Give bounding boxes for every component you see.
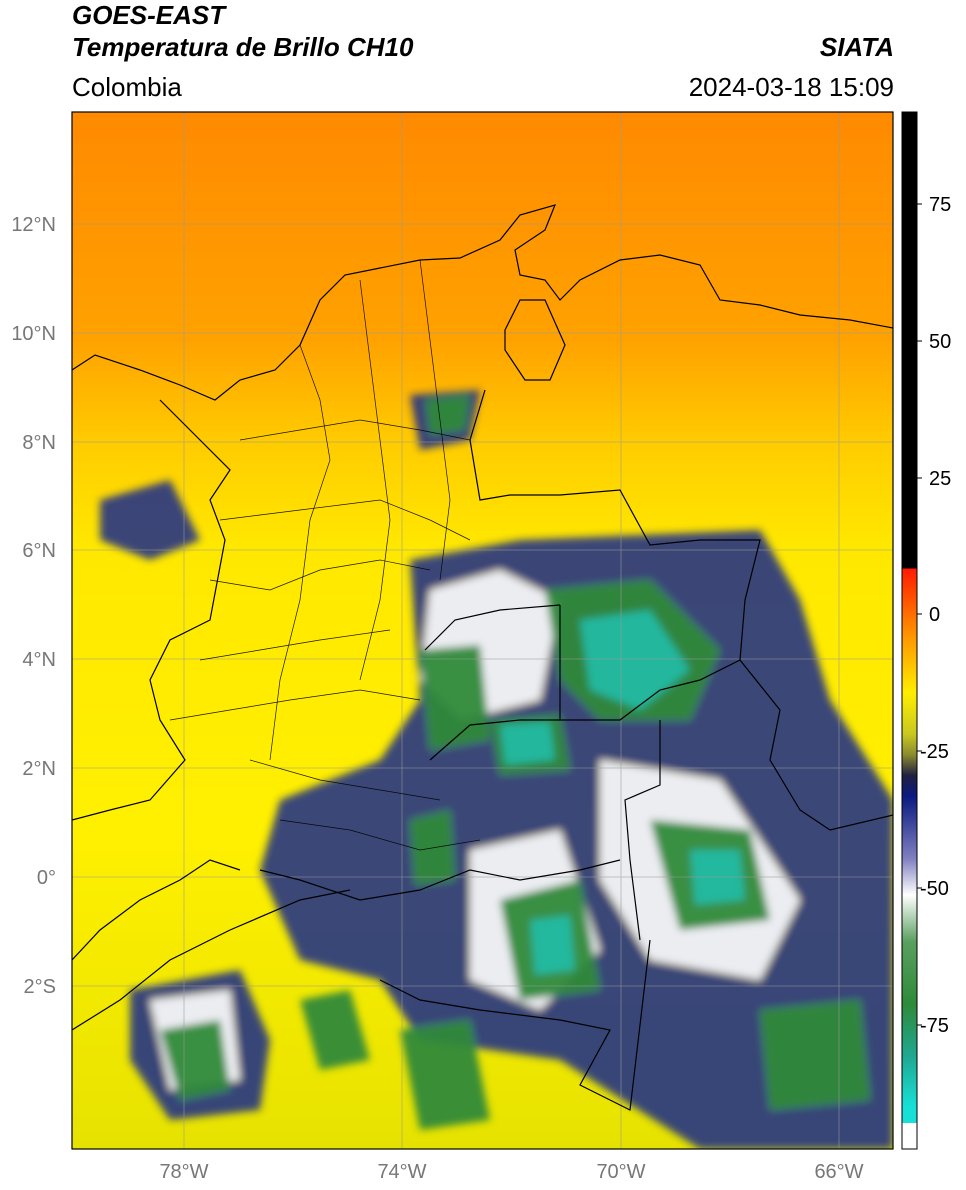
country-borders (72, 204, 893, 1111)
lon-tick: 66°W (814, 1161, 863, 1183)
lat-tick: 12°N (11, 214, 56, 236)
colorbar-tick-label: 75 (929, 194, 951, 216)
colorbar-tick-label: -25 (920, 741, 949, 763)
map-frame (71, 111, 894, 1150)
department-borders (169, 259, 481, 851)
lat-tick: 6°N (22, 540, 56, 562)
lat-tick: 4°N (22, 649, 56, 671)
lat-tick: 0° (37, 867, 56, 889)
lat-axis: 12°N 10°N 8°N 6°N 4°N 2°N 0° 2°S (11, 214, 56, 998)
lon-tick: 78°W (159, 1161, 208, 1183)
brand-label: SIATA (819, 32, 894, 62)
product-title: Temperatura de Brillo CH10 (72, 32, 414, 62)
lat-tick: 10°N (11, 323, 56, 345)
colorbar-tick-label: 25 (929, 468, 951, 490)
lat-tick: 2°N (22, 758, 56, 780)
colorbar-tick-label: 50 (929, 331, 951, 353)
lon-axis: 78°W 74°W 70°W 66°W (159, 1161, 863, 1183)
cloud-clusters (100, 390, 893, 1149)
graticule (72, 112, 893, 1149)
timestamp-label: 2024-03-18 15:09 (688, 72, 894, 102)
colorbar-tick-label: -50 (920, 878, 949, 900)
lon-tick: 74°W (377, 1161, 426, 1183)
colorbar-ticks: 75 50 25 0 -25 -50 -75 (917, 194, 951, 1037)
colorbar (901, 111, 918, 1150)
region-label: Colombia (72, 72, 182, 102)
lon-tick: 70°W (596, 1161, 645, 1183)
colorbar-tick-label: -75 (920, 1015, 949, 1037)
colorbar-tick-label: 0 (929, 604, 940, 626)
satellite-title: GOES-EAST (72, 0, 226, 30)
lat-tick: 2°S (24, 976, 56, 998)
lat-tick: 8°N (22, 432, 56, 454)
